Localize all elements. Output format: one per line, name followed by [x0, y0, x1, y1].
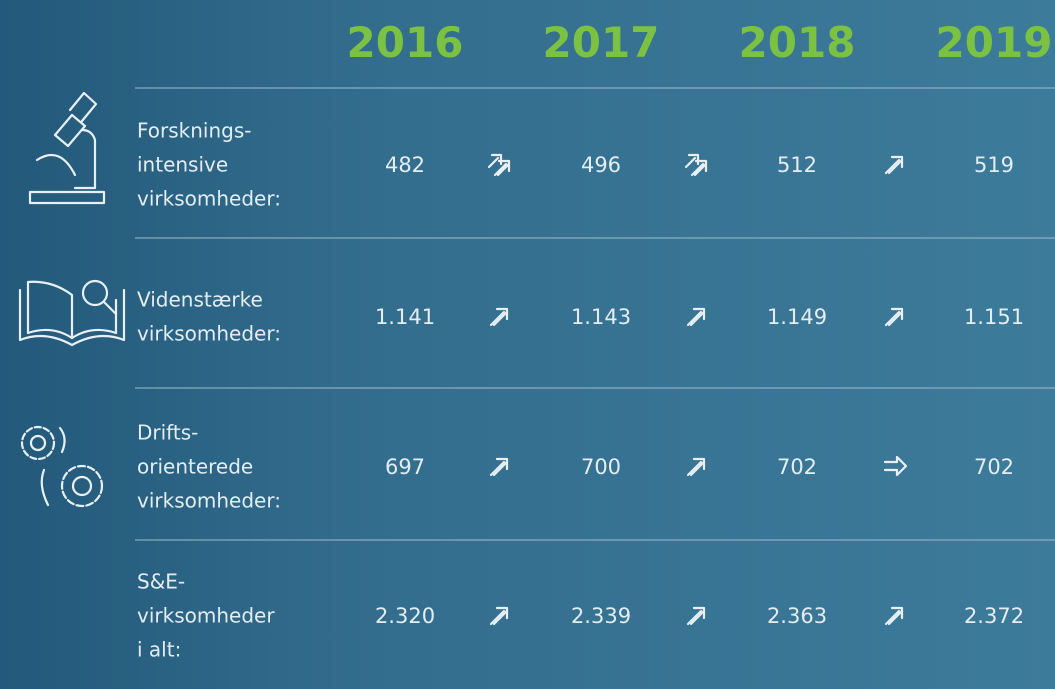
cell-value: 2.320 — [375, 604, 435, 628]
cell-value: 1.143 — [571, 305, 631, 329]
cell-value: 702 — [974, 455, 1014, 479]
cell-value: 519 — [974, 153, 1014, 177]
cell-value: 482 — [385, 153, 425, 177]
cell-value: 700 — [581, 455, 621, 479]
cell-value: 702 — [777, 455, 817, 479]
year-header: 2018 — [739, 18, 856, 67]
cell-value: 2.372 — [964, 604, 1024, 628]
row-label: Videnstærke — [137, 288, 263, 312]
cell-value: 2.363 — [767, 604, 827, 628]
year-header: 2016 — [347, 18, 464, 67]
row-label: Forsknings- — [137, 119, 252, 143]
row-label: i alt: — [137, 638, 181, 662]
year-header: 2017 — [543, 18, 660, 67]
cell-value: 496 — [581, 153, 621, 177]
cell-value: 1.149 — [767, 305, 827, 329]
row-label: virksomheder: — [137, 489, 281, 513]
row-label: orienterede — [137, 455, 253, 479]
cell-value: 697 — [385, 455, 425, 479]
book-icon — [18, 279, 126, 347]
row-label: virksomheder: — [137, 187, 281, 211]
row-label: Drifts- — [137, 421, 198, 445]
row-label: virksomheder: — [137, 322, 281, 346]
cell-value: 1.151 — [964, 305, 1024, 329]
row-label: virksomheder — [137, 604, 275, 628]
row-label: intensive — [137, 153, 228, 177]
row-label: S&E- — [137, 570, 185, 594]
cell-value: 2.339 — [571, 604, 631, 628]
gears-icon — [20, 425, 104, 508]
year-header: 2019 — [936, 18, 1053, 67]
cell-value: 512 — [777, 153, 817, 177]
cell-value: 1.141 — [375, 305, 435, 329]
microscope-icon — [28, 91, 106, 205]
